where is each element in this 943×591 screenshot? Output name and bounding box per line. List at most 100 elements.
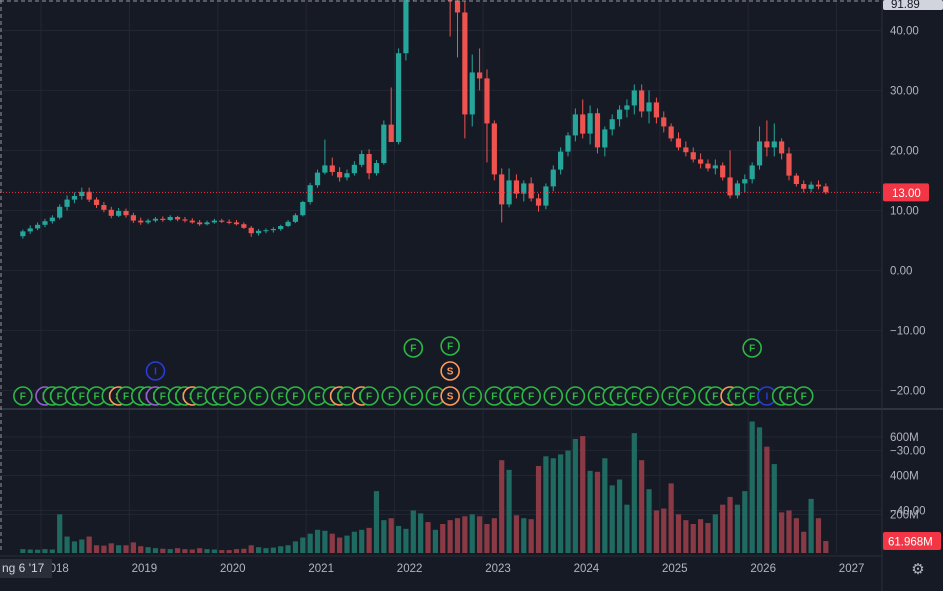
volume-bar [815,518,822,553]
candle-body [749,165,755,180]
year-tick-label: 2022 [397,563,423,575]
volume-bar [167,549,173,553]
volume-bar [337,537,343,553]
volume-bar [366,527,372,553]
event-marker-label: F [801,392,807,403]
volume-bar [71,541,78,553]
last-volume-label: 61.968M [888,537,933,549]
event-marker-circle [521,386,541,406]
volume-bar [160,548,166,553]
volume-bar [270,547,276,553]
candle-body [565,135,571,152]
candle-body [116,211,122,216]
event-marker-label: F [410,344,416,355]
volume-bar [572,438,578,553]
event-marker-circle [440,361,460,381]
volume-bar [373,491,380,553]
volume-bar [130,542,136,553]
candle-body [616,109,623,120]
last-volume-tag [883,532,941,551]
year-tick-label: 2020 [220,563,246,575]
candle-body [528,183,534,199]
price-tick-label: −40.00 [890,505,926,517]
candle-body [683,147,689,153]
year-tick-label: 2019 [132,563,158,575]
event-marker-label: I [766,392,769,403]
volume-bar [314,529,321,553]
price-tick-label: 0.00 [890,265,912,277]
volume-bar [174,548,181,553]
candle-body [550,169,556,187]
event-marker-label: F [410,392,416,403]
volume-bar [101,545,107,553]
volume-bar [49,549,55,553]
volume-bar [388,518,394,553]
volume-bar [440,524,446,553]
volume-bar [808,498,814,553]
candle-body [808,184,814,189]
volume-bar [749,421,755,553]
volume-bar [506,469,512,553]
candle-body [469,72,475,115]
candle-body [300,202,306,216]
volume-axis-labels: 600M 400M 200M [890,432,919,521]
volume-bar [639,460,645,553]
event-marker-F: F [403,338,424,358]
event-marker-label: F [786,392,792,403]
volume-bar [233,549,240,553]
volume-bar [329,533,335,553]
volume-bar [528,519,534,553]
candlestick-series [20,0,829,239]
candle-body [138,220,144,223]
candle-body [646,102,652,112]
event-marker-label: F [93,392,99,403]
event-marker-label: F [344,392,350,403]
event-marker-circle [543,386,564,406]
volume-tick-label: 600M [890,432,919,444]
candle-body [233,222,240,225]
volume-bar [57,514,63,553]
volume-bar [793,518,799,553]
event-marker-label: F [447,342,453,353]
volume-bar [93,545,100,553]
candle-body [823,186,829,193]
candle-body [130,215,136,221]
event-marker-label: F [432,392,438,403]
candle-body [49,217,55,222]
candle-body [815,184,822,187]
volume-bar [35,549,41,553]
volume-bar [300,537,306,553]
volume-bar [64,536,70,553]
volume-bar [454,518,461,553]
event-marker-label: F [292,392,298,403]
volume-bar [734,504,741,553]
volume-bar [226,550,232,553]
candle-body [594,113,601,148]
volume-bar [675,514,682,553]
candle-body [93,199,100,206]
event-marker-I: I [145,361,166,381]
candle-body [661,117,667,127]
event-marker-F: F [543,386,564,406]
event-marker-circle [462,386,483,406]
volume-bar [756,427,763,553]
volume-bar [624,504,630,553]
event-marker-label: F [513,392,519,403]
gear-icon[interactable]: ⚙ [911,561,925,578]
price-tick-label: 20.00 [890,145,919,157]
volume-bar [241,548,247,553]
event-marker-circle [793,386,814,406]
last-price-tag [883,183,929,202]
candle-body [403,0,409,54]
event-marker-label: I [154,367,157,378]
event-marker-label: F [550,392,556,403]
event-marker-label: F [197,392,203,403]
event-marker-label: F [734,392,740,403]
candle-body [395,53,402,143]
volume-bar [801,531,807,553]
volume-bar [742,491,748,553]
candle-body [57,206,63,218]
year-tick-label: 2027 [839,563,865,575]
candle-body [189,220,195,223]
